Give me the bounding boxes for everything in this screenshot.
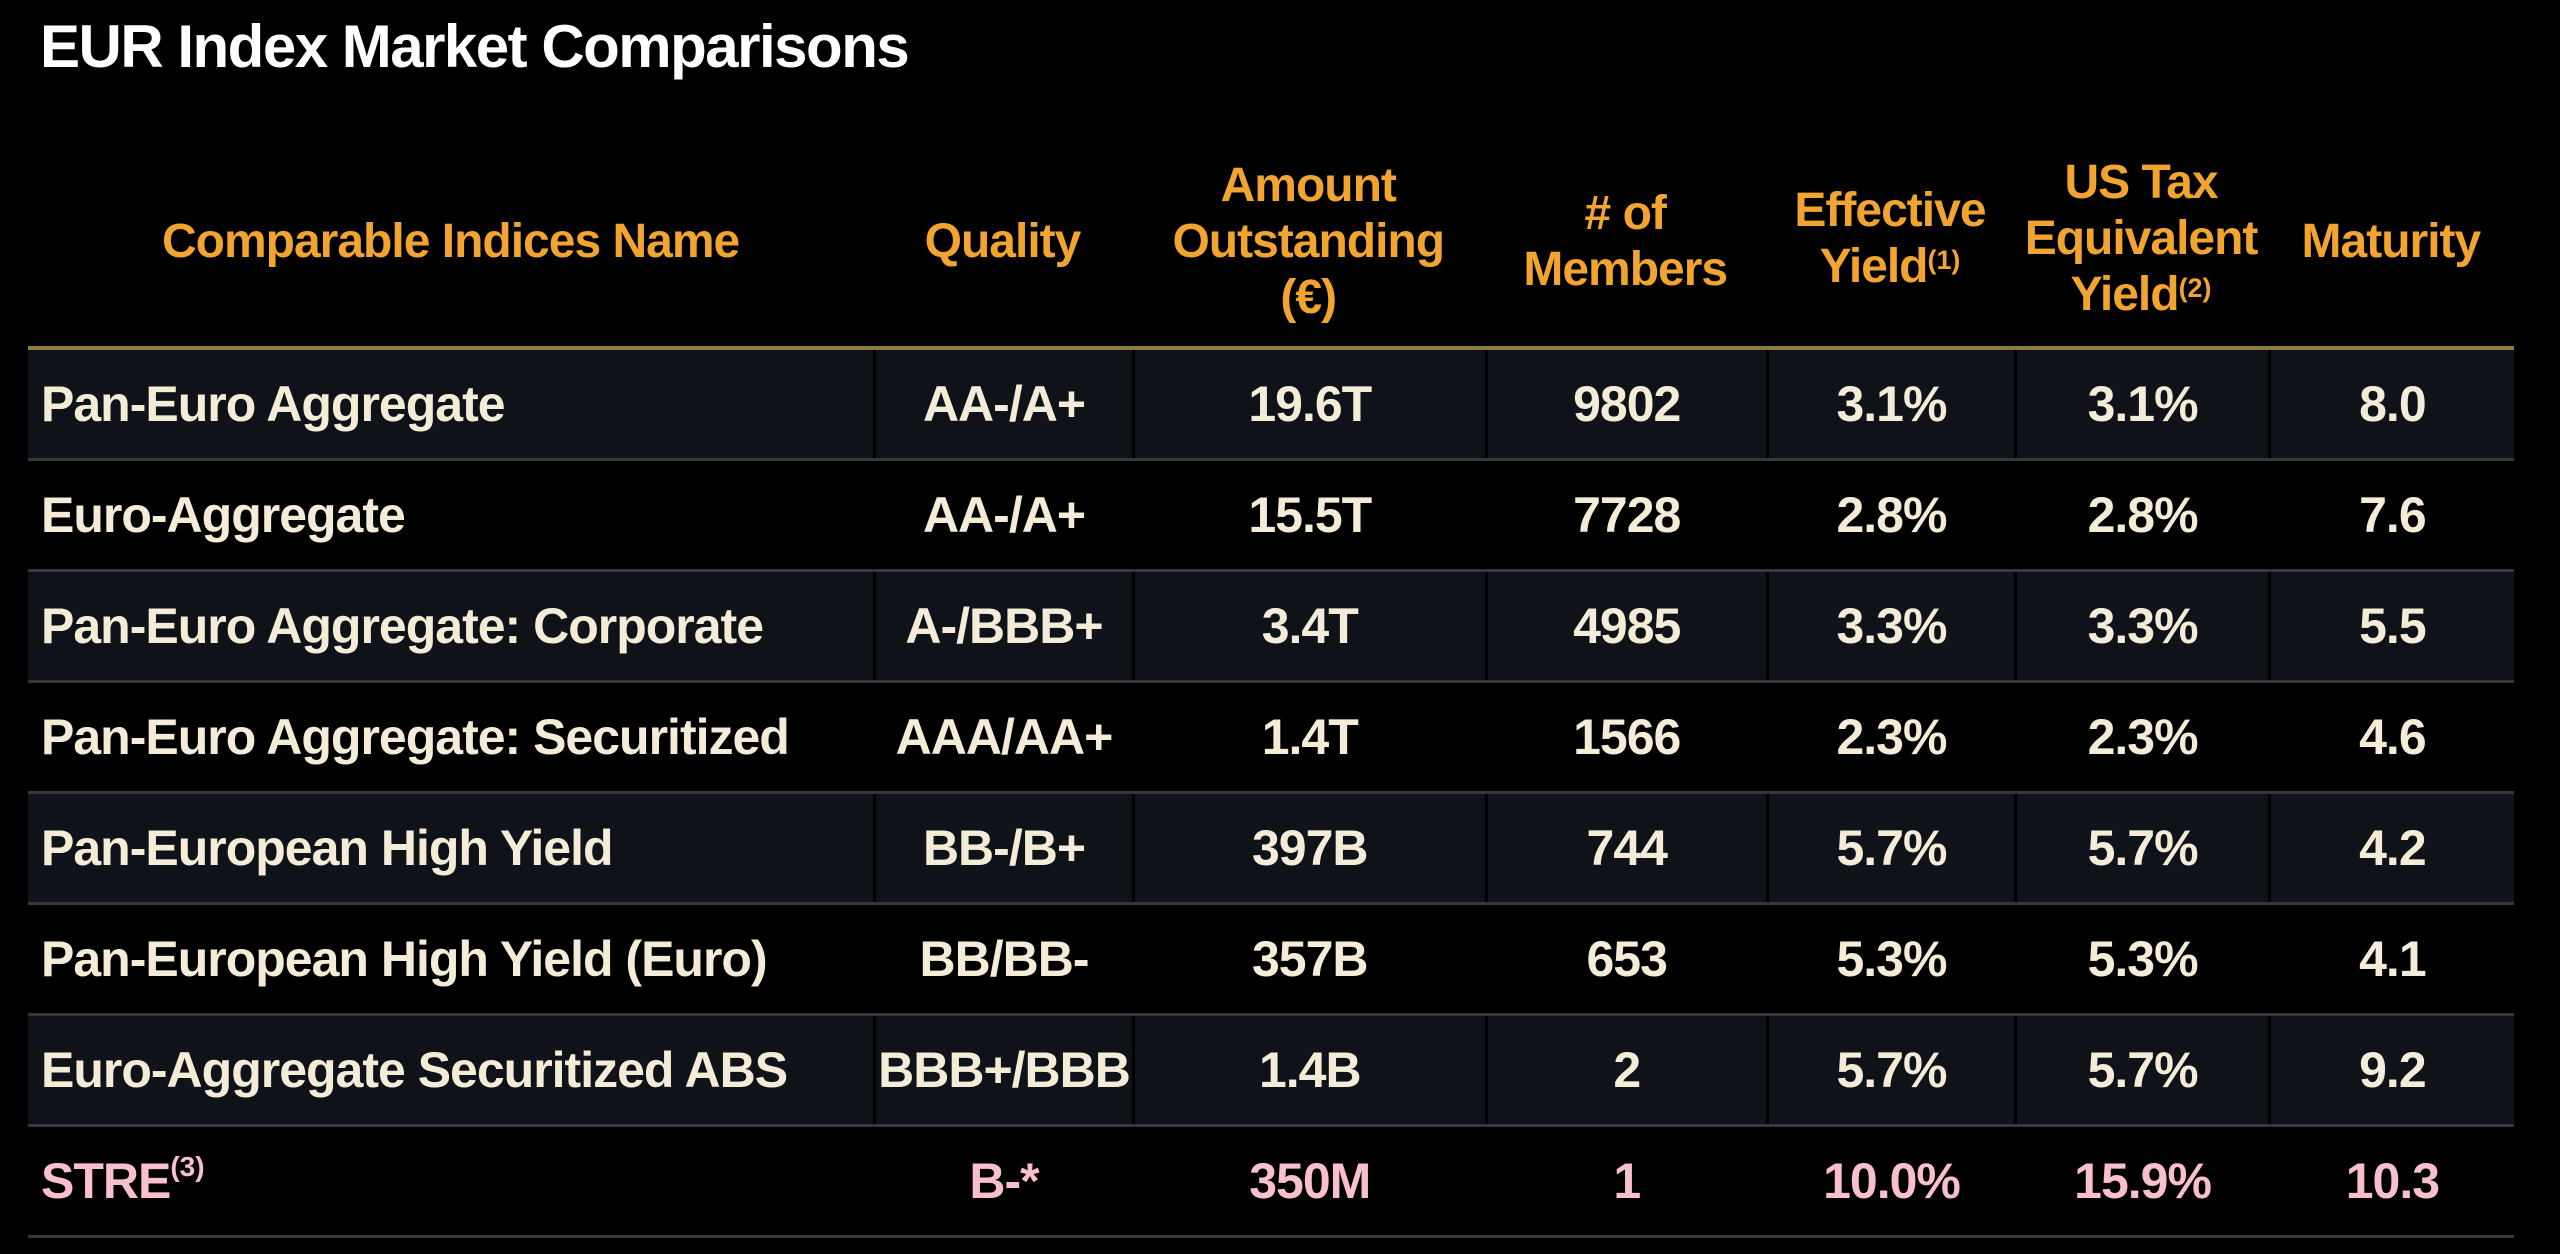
cell-members: 1566 [1484,683,1766,791]
cell-amount: 19.6T [1131,350,1485,458]
cell-effective-yield: 5.7% [1765,1016,2015,1124]
cell-members: 2 [1484,1016,1766,1124]
cell-maturity: 4.2 [2267,794,2514,902]
index-comparison-table: Comparable Indices Name Quality Amount Outs… [28,78,2514,1238]
cell-name: STRE (3) [41,1151,205,1209]
cell-name: Pan-Euro Aggregate [41,376,506,432]
table-row-pan-euro-aggregate-corporate: Pan-Euro Aggregate: Corporate A-/BBB+ 3.4T… [28,572,2514,683]
cell-effective-yield: 5.3% [1765,905,2015,1013]
cell-maturity: 9.2 [2267,1016,2514,1124]
footnote-marker: (2) [2178,272,2212,303]
footnote-marker: (1) [1927,244,1961,275]
cell-amount: 350M [1131,1127,1485,1235]
column-header-name: Comparable Indices Name [162,215,740,268]
cell-quality: AA-/A+ [873,461,1132,569]
cell-quality: B-* [873,1127,1132,1235]
column-header-maturity: Maturity [2301,215,2482,268]
cell-maturity: 4.6 [2267,683,2514,791]
cell-name: Pan-Euro Aggregate: Corporate [41,598,764,654]
cell-name: Pan-European High Yield [41,820,614,876]
cell-quality: BB-/B+ [873,794,1132,902]
cell-maturity: 7.6 [2267,461,2514,569]
cell-quality: BBB+/BBB [873,1016,1132,1124]
cell-us-tax-equivalent-yield: 3.3% [2014,572,2268,680]
column-header-members: # of Members [1523,187,1728,296]
column-header-us-tax-equivalent-yield: US Tax Equivalent Yield(2) [2024,156,2259,321]
table-row-pan-european-high-yield: Pan-European High Yield BB-/B+ 397B 744 5.7%… [28,794,2514,905]
footnote-marker: (3) [170,1151,205,1182]
cell-maturity: 4.1 [2267,905,2514,1013]
cell-us-tax-equivalent-yield: 5.7% [2014,794,2268,902]
cell-maturity: 5.5 [2267,572,2514,680]
cell-quality: A-/BBB+ [873,572,1132,680]
cell-quality: AAA/AA+ [873,683,1132,791]
cell-us-tax-equivalent-yield: 15.9% [2014,1127,2268,1235]
cell-name: Pan-European High Yield (Euro) [41,931,768,987]
cell-effective-yield: 2.8% [1765,461,2015,569]
table-row-pan-european-high-yield-euro: Pan-European High Yield (Euro) BB/BB- 357B… [28,905,2514,1016]
table-row-pan-euro-aggregate: Pan-Euro Aggregate AA-/A+ 19.6T 9802 3.1% 3.1… [28,350,2514,461]
cell-us-tax-equivalent-yield: 3.1% [2014,350,2268,458]
cell-amount: 397B [1131,794,1485,902]
table-row-pan-euro-aggregate-securitized: Pan-Euro Aggregate: Securitized AAA/AA+ 1.… [28,683,2514,794]
column-header-quality: Quality [924,215,1082,268]
cell-members: 7728 [1484,461,1766,569]
cell-quality: BB/BB- [873,905,1132,1013]
cell-amount: 3.4T [1131,572,1485,680]
cell-members: 1 [1484,1127,1766,1235]
cell-amount: 1.4T [1131,683,1485,791]
column-header-amount: Amount Outstanding (€) [1172,159,1445,324]
cell-effective-yield: 3.1% [1765,350,2015,458]
cell-name: Pan-Euro Aggregate: Securitized [41,709,790,765]
cell-amount: 15.5T [1131,461,1485,569]
table-row-stre: STRE (3) B-* 350M 1 10.0% 15.9% 10.3 [28,1127,2514,1238]
cell-us-tax-equivalent-yield: 5.3% [2014,905,2268,1013]
cell-members: 744 [1484,794,1766,902]
table-row-euro-aggregate: Euro-Aggregate AA-/A+ 15.5T 7728 2.8% 2.8% 7.6 [28,461,2514,572]
cell-name: Euro-Aggregate Securitized ABS [41,1042,788,1098]
page-title: EUR Index Market Comparisons [40,13,910,80]
cell-us-tax-equivalent-yield: 5.7% [2014,1016,2268,1124]
cell-quality: AA-/A+ [873,350,1132,458]
cell-amount: 1.4B [1131,1016,1485,1124]
column-header-effective-yield: Effective Yield(1) [1794,184,1986,293]
cell-members: 9802 [1484,350,1766,458]
table-row-euro-aggregate-securitized-abs: Euro-Aggregate Securitized ABS BBB+/BBB 1.… [28,1016,2514,1127]
slide: EUR Index Market Comparisons Comparable … [0,16,2560,1254]
cell-effective-yield: 10.0% [1765,1127,2015,1235]
cell-maturity: 8.0 [2267,350,2514,458]
cell-maturity: 10.3 [2267,1127,2514,1235]
cell-effective-yield: 5.7% [1765,794,2015,902]
cell-effective-yield: 2.3% [1765,683,2015,791]
cell-name: Euro-Aggregate [41,487,406,543]
table-body: Pan-Euro Aggregate AA-/A+ 19.6T 9802 3.1% 3.1… [28,350,2514,1238]
cell-members: 4985 [1484,572,1766,680]
cell-effective-yield: 3.3% [1765,572,2015,680]
cell-us-tax-equivalent-yield: 2.8% [2014,461,2268,569]
cell-members: 653 [1484,905,1766,1013]
cell-us-tax-equivalent-yield: 2.3% [2014,683,2268,791]
cell-amount: 357B [1131,905,1485,1013]
table-header-row: Comparable Indices Name Quality Amount Outs… [28,78,2514,350]
